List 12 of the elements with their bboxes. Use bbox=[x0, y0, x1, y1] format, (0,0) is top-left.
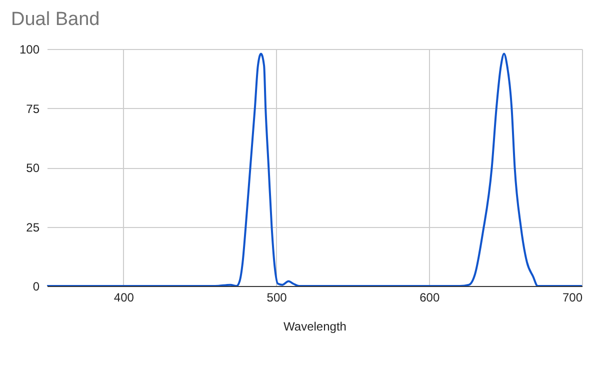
y-tick-label: 0 bbox=[32, 280, 40, 294]
y-tick-label: 100 bbox=[19, 42, 40, 56]
y-tick-label: 25 bbox=[26, 220, 40, 234]
x-tick-label: 500 bbox=[266, 290, 288, 304]
x-tick-label: 400 bbox=[114, 290, 134, 304]
y-tick-label: 75 bbox=[26, 102, 40, 116]
x-tick-label: 600 bbox=[420, 290, 440, 304]
chart-title: Dual Band bbox=[10, 9, 100, 30]
line-series bbox=[47, 52, 582, 286]
y-tick-label: 50 bbox=[26, 161, 40, 175]
x-axis-title: Wavelength bbox=[284, 320, 346, 334]
x-tick-label: 700 bbox=[562, 290, 583, 304]
